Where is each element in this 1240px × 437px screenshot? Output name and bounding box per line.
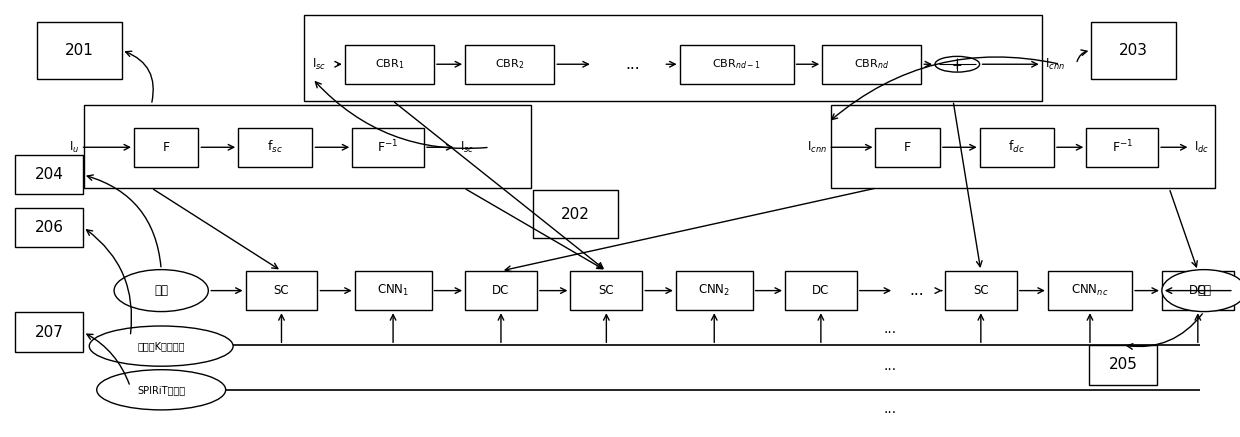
Text: CBR$_2$: CBR$_2$ [495, 57, 525, 71]
Bar [570, 271, 642, 310]
Text: CBR$_{nd-1}$: CBR$_{nd-1}$ [712, 57, 761, 71]
Text: f$_{dc}$: f$_{dc}$ [1008, 139, 1025, 155]
Bar [345, 45, 434, 84]
Bar [15, 208, 83, 247]
Bar [1162, 271, 1234, 310]
Bar [676, 271, 753, 310]
Bar [84, 105, 531, 188]
Text: F: F [904, 141, 911, 154]
Text: DC: DC [492, 284, 510, 297]
Bar [680, 45, 794, 84]
Text: SC: SC [599, 284, 614, 297]
Text: DC: DC [1189, 284, 1207, 297]
Text: 输出: 输出 [1197, 284, 1211, 297]
Ellipse shape [89, 326, 233, 366]
Text: SC: SC [274, 284, 289, 297]
Bar [1089, 345, 1157, 385]
Bar [15, 155, 83, 194]
Ellipse shape [1162, 270, 1240, 312]
Text: I$_{cnn}$: I$_{cnn}$ [807, 140, 827, 155]
Text: F$^{-1}$: F$^{-1}$ [377, 139, 399, 156]
Bar [1048, 271, 1132, 310]
Text: ...: ... [884, 402, 897, 416]
Text: 206: 206 [35, 220, 63, 235]
Bar [304, 15, 1042, 101]
Text: ...: ... [909, 283, 924, 298]
Text: I$_{sc}$: I$_{sc}$ [460, 140, 475, 155]
Bar [533, 190, 618, 238]
Text: 203: 203 [1118, 43, 1148, 58]
Text: +: + [952, 59, 962, 72]
Text: 207: 207 [35, 325, 63, 340]
Text: f$_{sc}$: f$_{sc}$ [268, 139, 283, 155]
Text: 输入: 输入 [154, 284, 169, 297]
Bar [980, 128, 1054, 167]
Text: 201: 201 [64, 43, 94, 58]
Bar [352, 128, 424, 167]
Bar [15, 312, 83, 352]
Bar [355, 271, 432, 310]
Text: ...: ... [884, 322, 897, 336]
Bar [465, 271, 537, 310]
Text: SC: SC [973, 284, 988, 297]
Ellipse shape [97, 370, 226, 410]
Bar [785, 271, 857, 310]
Bar [37, 22, 122, 79]
Bar [465, 45, 554, 84]
Text: ...: ... [625, 57, 640, 72]
Text: I$_{sc}$: I$_{sc}$ [312, 57, 327, 72]
Text: CNN$_2$: CNN$_2$ [698, 283, 730, 298]
Bar [238, 128, 312, 167]
Text: CBR$_1$: CBR$_1$ [374, 57, 404, 71]
Text: 202: 202 [560, 207, 590, 222]
Text: CBR$_{nd}$: CBR$_{nd}$ [854, 57, 889, 71]
Bar [1086, 128, 1158, 167]
Text: 205: 205 [1109, 357, 1137, 372]
Text: DC: DC [812, 284, 830, 297]
Text: CNN$_{nc}$: CNN$_{nc}$ [1071, 283, 1109, 298]
Text: ...: ... [884, 359, 897, 373]
Ellipse shape [114, 270, 208, 312]
Bar [1091, 22, 1176, 79]
Text: CNN$_1$: CNN$_1$ [377, 283, 409, 298]
Bar [246, 271, 317, 310]
Bar [875, 128, 940, 167]
Bar [831, 105, 1215, 188]
Text: F: F [162, 141, 170, 154]
Bar [134, 128, 198, 167]
Text: I$_{cnn}$: I$_{cnn}$ [1045, 57, 1065, 72]
Text: I$_u$: I$_u$ [69, 140, 79, 155]
Text: 204: 204 [35, 167, 63, 182]
Text: 已采集K空间数据: 已采集K空间数据 [138, 341, 185, 351]
Text: SPIRiT卷积核: SPIRiT卷积核 [138, 385, 185, 395]
Bar [822, 45, 921, 84]
Text: F$^{-1}$: F$^{-1}$ [1111, 139, 1133, 156]
Bar [945, 271, 1017, 310]
Text: I$_{dc}$: I$_{dc}$ [1194, 140, 1209, 155]
